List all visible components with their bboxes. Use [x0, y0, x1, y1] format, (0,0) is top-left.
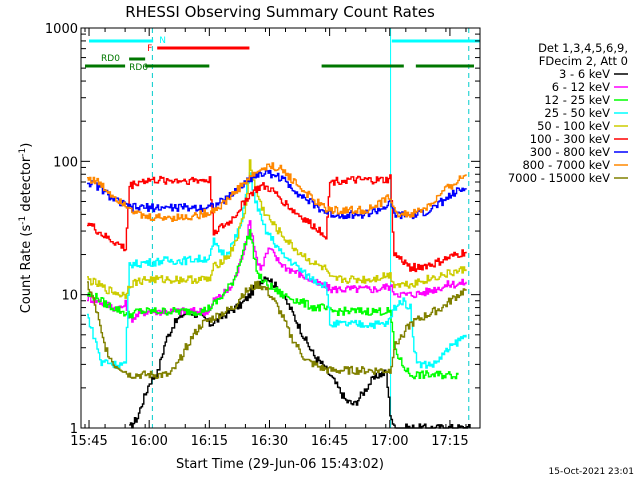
series-layer — [87, 159, 471, 429]
x-tick-label-6: 17:15 — [431, 434, 468, 449]
series-line-3 — [87, 172, 467, 369]
y-label-sup1: -1 — [18, 216, 28, 225]
plot-frame — [80, 27, 481, 429]
y-tick-label-1: 10 — [61, 289, 78, 304]
y-tick-label-3: 1000 — [45, 22, 78, 37]
flag-bars: NF RD0 RD6 — [85, 36, 480, 73]
y-label-suffix: ) — [19, 143, 34, 148]
flag-label-n: N — [159, 36, 166, 46]
flag-label-f: F — [147, 44, 152, 54]
y-label-mid: detector — [19, 156, 34, 216]
marker-lines — [151, 28, 470, 428]
x-tick-label-4: 16:45 — [311, 434, 348, 449]
legend-header-line-1: Det 1,3,4,5,6,9, — [538, 41, 628, 55]
legend-entry-7: 800 - 7000 keV — [522, 158, 610, 172]
x-tick-label-5: 17:00 — [371, 434, 408, 449]
series-line-1 — [87, 220, 467, 323]
legend-entry-2: 12 - 25 keV — [544, 93, 610, 107]
x-tick-label-3: 16:30 — [251, 434, 288, 449]
series-line-4 — [87, 159, 467, 299]
y-axis-label: Count Rate (s-1 detector-1) — [18, 143, 34, 314]
y-label-sup2: -1 — [18, 148, 28, 157]
legend-entry-6: 300 - 800 keV — [530, 145, 610, 159]
flag-label-rd0: RD0 — [101, 54, 120, 64]
series-line-8 — [87, 280, 467, 379]
flag-label-rd6: RD6 — [129, 63, 148, 73]
legend-entry-1: 6 - 12 keV — [552, 80, 610, 94]
x-axis-label: Start Time (29-Jun-06 15:43:02) — [176, 457, 384, 472]
series-line-2 — [87, 229, 459, 380]
series-line-7 — [87, 162, 467, 222]
legend: Det 1,3,4,5,6,9, FDecim 2, Att 0 3 - 6 k… — [508, 41, 628, 185]
generated-timestamp: 15-Oct-2021 23:01 — [549, 467, 634, 477]
x-tick-label-1: 16:00 — [130, 434, 167, 449]
y-tick-label-2: 100 — [53, 155, 78, 170]
series-line-5 — [87, 174, 467, 273]
legend-entry-3: 25 - 50 keV — [544, 106, 610, 120]
legend-entry-0: 3 - 6 keV — [559, 67, 610, 81]
legend-entry-8: 7000 - 15000 keV — [508, 171, 610, 185]
legend-header-line-2: FDecim 2, Att 0 — [539, 54, 628, 68]
x-tick-label-2: 16:15 — [191, 434, 228, 449]
x-tick-label-0: 15:45 — [70, 434, 107, 449]
y-tick-label-0: 1 — [70, 422, 78, 437]
legend-entry-4: 50 - 100 keV — [537, 119, 610, 133]
series-line-0 — [129, 276, 471, 429]
axes: 15:45 16:00 16:15 16:30 16:45 17:00 17:15 1 10 10… — [45, 22, 481, 449]
chart-title: RHESSI Observing Summary Count Rates — [125, 3, 435, 21]
y-label-prefix: Count Rate (s — [19, 225, 34, 314]
series-line-6 — [87, 168, 467, 220]
legend-entry-5: 100 - 300 keV — [530, 132, 610, 146]
